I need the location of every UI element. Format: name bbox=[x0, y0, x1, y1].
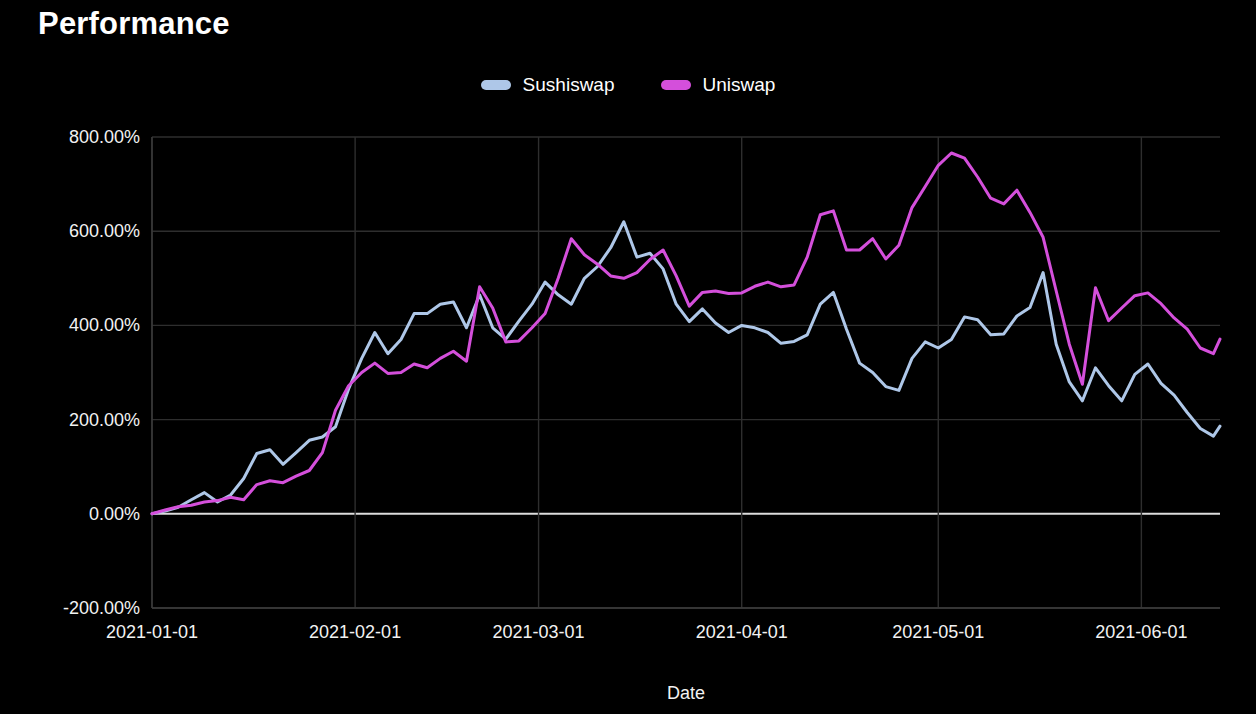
sushiswap-line[interactable] bbox=[152, 222, 1220, 514]
x-tick-label: 2021-01-01 bbox=[106, 622, 198, 642]
x-axis-title: Date bbox=[667, 683, 705, 703]
legend-label-uniswap: Uniswap bbox=[703, 74, 776, 96]
x-tick-label: 2021-02-01 bbox=[309, 622, 401, 642]
y-tick-label: 800.00% bbox=[69, 127, 140, 147]
x-tick-label: 2021-03-01 bbox=[493, 622, 585, 642]
x-tick-label: 2021-04-01 bbox=[696, 622, 788, 642]
page-title: Performance bbox=[38, 6, 230, 42]
x-tick-label: 2021-06-01 bbox=[1095, 622, 1187, 642]
sushiswap-color-swatch bbox=[481, 80, 511, 90]
performance-chart[interactable]: -200.00% 0.00% 200.00% 400.00% 600.00% 800.00… bbox=[0, 0, 1256, 714]
y-tick-label: 0.00% bbox=[89, 504, 140, 524]
chart-legend: Sushiswap Uniswap bbox=[0, 74, 1256, 96]
y-tick-label: 200.00% bbox=[69, 410, 140, 430]
y-tick-label: -200.00% bbox=[63, 598, 140, 618]
x-tick-label: 2021-05-01 bbox=[892, 622, 984, 642]
legend-item-uniswap[interactable]: Uniswap bbox=[661, 74, 776, 96]
uniswap-color-swatch bbox=[661, 80, 691, 90]
performance-chart-page: -200.00% 0.00% 200.00% 400.00% 600.00% 800.00… bbox=[0, 0, 1256, 714]
uniswap-line[interactable] bbox=[152, 153, 1220, 514]
legend-label-sushiswap: Sushiswap bbox=[523, 74, 615, 96]
y-tick-label: 400.00% bbox=[69, 315, 140, 335]
y-tick-label: 600.00% bbox=[69, 221, 140, 241]
legend-item-sushiswap[interactable]: Sushiswap bbox=[481, 74, 615, 96]
